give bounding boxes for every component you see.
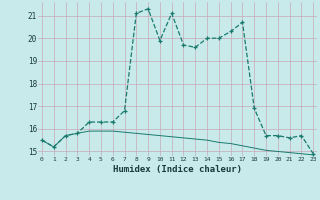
- X-axis label: Humidex (Indice chaleur): Humidex (Indice chaleur): [113, 165, 242, 174]
